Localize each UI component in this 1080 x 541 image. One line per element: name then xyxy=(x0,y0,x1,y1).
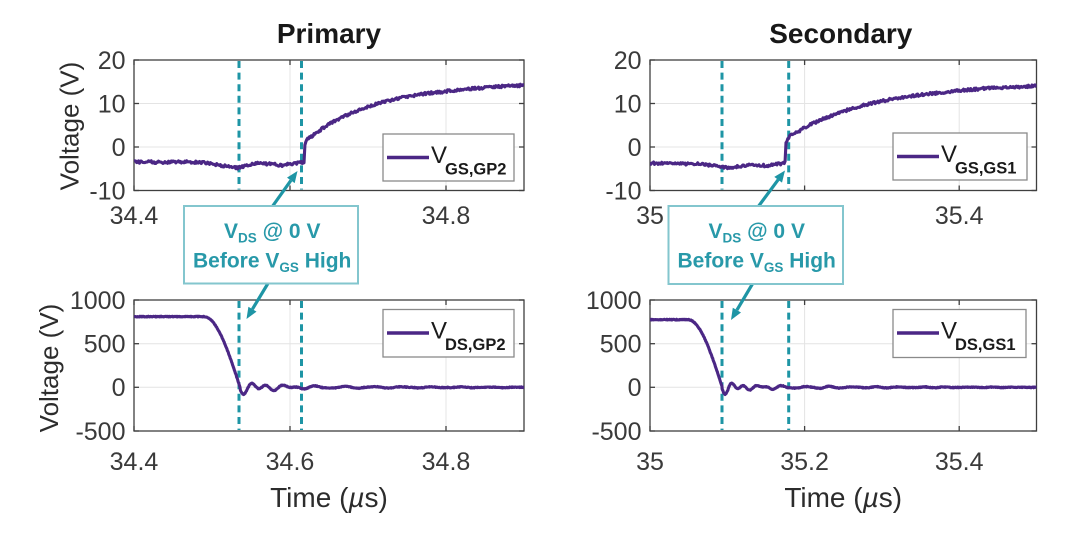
svg-text:Primary: Primary xyxy=(277,18,382,49)
svg-text:Before VGS High: Before VGS High xyxy=(678,250,836,276)
svg-text:Time (µs): Time (µs) xyxy=(270,482,388,513)
svg-text:V: V xyxy=(431,318,447,345)
svg-text:GS,GS1: GS,GS1 xyxy=(955,160,1016,178)
svg-text:35.2: 35.2 xyxy=(780,448,829,476)
svg-text:500: 500 xyxy=(600,331,642,359)
svg-text:V: V xyxy=(431,142,447,169)
svg-text:34.6: 34.6 xyxy=(266,448,315,476)
svg-text:-500: -500 xyxy=(75,418,125,446)
svg-text:Secondary: Secondary xyxy=(769,18,913,49)
svg-text:34.4: 34.4 xyxy=(110,202,159,230)
svg-text:-10: -10 xyxy=(605,177,641,205)
svg-text:Time (µs): Time (µs) xyxy=(784,482,902,513)
svg-text:DS,GP2: DS,GP2 xyxy=(445,336,506,354)
svg-text:35.4: 35.4 xyxy=(935,202,984,230)
svg-text:-500: -500 xyxy=(591,418,641,446)
svg-text:20: 20 xyxy=(614,47,642,75)
svg-text:500: 500 xyxy=(84,331,126,359)
svg-text:Voltage (V): Voltage (V) xyxy=(34,304,64,433)
svg-text:0: 0 xyxy=(628,134,642,162)
svg-text:35.4: 35.4 xyxy=(935,448,984,476)
svg-text:20: 20 xyxy=(98,47,126,75)
svg-text:1000: 1000 xyxy=(70,287,126,315)
svg-text:10: 10 xyxy=(98,90,126,118)
svg-text:VDS @ 0 V: VDS @ 0 V xyxy=(224,220,320,246)
svg-text:34.8: 34.8 xyxy=(422,448,471,476)
svg-text:VDS @ 0 V: VDS @ 0 V xyxy=(709,220,805,246)
svg-text:-10: -10 xyxy=(89,177,125,205)
svg-text:Before VGS High: Before VGS High xyxy=(193,250,351,276)
svg-text:35: 35 xyxy=(636,202,664,230)
svg-text:34.8: 34.8 xyxy=(422,202,471,230)
svg-text:V: V xyxy=(941,318,957,345)
svg-text:34.4: 34.4 xyxy=(110,448,159,476)
svg-text:1000: 1000 xyxy=(586,287,642,315)
svg-text:0: 0 xyxy=(112,374,126,402)
svg-text:GS,GP2: GS,GP2 xyxy=(445,161,506,179)
svg-text:0: 0 xyxy=(628,374,642,402)
svg-text:Voltage (V): Voltage (V) xyxy=(55,62,85,191)
svg-text:35: 35 xyxy=(636,448,664,476)
svg-text:DS,GS1: DS,GS1 xyxy=(955,336,1016,354)
svg-text:V: V xyxy=(941,141,957,168)
svg-text:10: 10 xyxy=(614,90,642,118)
svg-text:0: 0 xyxy=(112,134,126,162)
